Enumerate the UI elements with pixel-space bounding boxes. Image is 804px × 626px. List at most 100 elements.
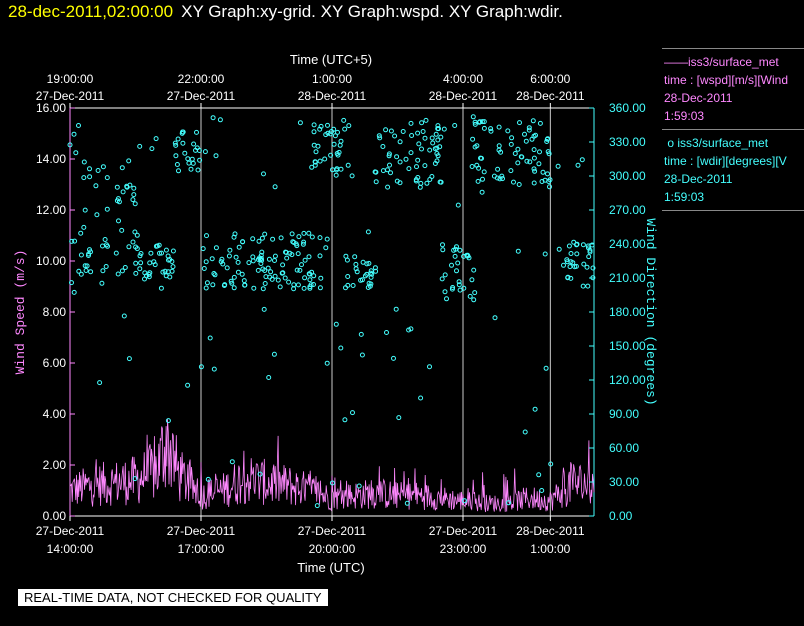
wdir-point xyxy=(179,130,185,136)
wdir-point xyxy=(185,156,191,162)
wdir-point xyxy=(532,168,538,174)
wdir-point xyxy=(580,283,586,289)
wdir-point xyxy=(479,189,485,195)
wdir-point xyxy=(414,164,419,170)
right-tick-label: 210.00 xyxy=(609,271,646,285)
wdir-point xyxy=(88,269,94,275)
wdir-point xyxy=(373,179,379,185)
axes: 0.00 2.00 4.00 6.00 8.00 10.00 12.00 14.00 16.00… xyxy=(36,72,646,556)
header-graph-list: XY Graph:xy-grid. XY Graph:wspd. XY Grap… xyxy=(181,2,563,21)
wdir-point xyxy=(294,267,300,273)
top-tick-time: 22:00:00 xyxy=(178,72,225,86)
wdir-point xyxy=(353,261,359,267)
wdir-point xyxy=(545,171,550,177)
wdir-point xyxy=(207,335,213,341)
wdir-point xyxy=(190,160,196,166)
wdir-point xyxy=(100,164,106,170)
wdir-point xyxy=(567,264,573,270)
wdir-point xyxy=(434,151,440,156)
wdir-point xyxy=(452,253,458,259)
wdir-point xyxy=(217,117,223,123)
wdir-point xyxy=(182,150,188,156)
wdir-point xyxy=(432,146,438,152)
wdir-point xyxy=(231,285,237,291)
left-tick-label: 14.00 xyxy=(36,152,66,166)
wdir-point xyxy=(403,156,409,162)
wdir-point xyxy=(81,175,87,181)
wdir-point xyxy=(496,143,502,149)
wdir-point xyxy=(333,172,339,178)
top-tick-time: 1:00:00 xyxy=(312,72,352,86)
wdir-point xyxy=(69,280,74,286)
wdir-point xyxy=(176,168,181,174)
wdir-point xyxy=(546,151,552,157)
wdir-point xyxy=(295,282,301,288)
wdir-point xyxy=(126,244,132,250)
wdir-point xyxy=(455,202,461,208)
right-tick-label: 90.00 xyxy=(609,407,639,421)
wdir-point xyxy=(235,259,241,265)
wdir-point xyxy=(585,283,591,289)
wdir-point xyxy=(132,201,138,207)
wdir-point xyxy=(309,164,315,170)
wdir-point xyxy=(346,123,352,129)
top-tick-time: 19:00:00 xyxy=(47,72,94,86)
wdir-point xyxy=(517,120,522,126)
wdir-point xyxy=(255,257,261,262)
wdir-point xyxy=(385,184,391,190)
wdir-point xyxy=(480,176,485,182)
wdir-point xyxy=(142,270,148,276)
wdir-point xyxy=(93,183,99,189)
wdir-point xyxy=(323,245,329,251)
wdir-point xyxy=(147,270,153,276)
wdir-point xyxy=(587,249,593,255)
wdir-point xyxy=(544,139,550,144)
wdir-point xyxy=(286,279,292,285)
wdir-point xyxy=(422,163,428,169)
wdir-point xyxy=(294,243,300,249)
wdir-point xyxy=(311,282,316,287)
wdir-point xyxy=(104,206,110,212)
wdir-point xyxy=(454,244,459,250)
wdir-point xyxy=(393,306,399,312)
wdir-point xyxy=(566,243,572,249)
wdir-point xyxy=(157,250,162,256)
wdir-point xyxy=(369,271,375,277)
wdir-point xyxy=(261,171,266,177)
wdir-point xyxy=(531,166,537,172)
wdir-point xyxy=(469,164,475,169)
wdir-point xyxy=(260,286,266,292)
wdir-point xyxy=(424,180,430,186)
wdir-point xyxy=(115,271,121,277)
wdir-point xyxy=(515,248,521,254)
wdir-point xyxy=(163,247,169,253)
wdir-point xyxy=(280,262,286,268)
wdir-point xyxy=(415,130,421,136)
wdir-point xyxy=(268,269,274,275)
wdir-point xyxy=(505,128,511,134)
wdir-point xyxy=(352,254,358,260)
wdir-point xyxy=(537,120,543,126)
wdir-point xyxy=(394,154,400,160)
legend-wspd-name: iss3/surface_met xyxy=(688,55,779,69)
wdir-point xyxy=(388,128,394,134)
wdir-point xyxy=(250,236,256,242)
wdir-point xyxy=(82,207,88,213)
wdir-point xyxy=(258,256,264,261)
wdir-point xyxy=(568,259,574,265)
wdir-point xyxy=(203,285,209,291)
wdir-point xyxy=(250,258,256,264)
wdir-point xyxy=(84,263,90,269)
wdir-point xyxy=(526,125,532,131)
wdir-point xyxy=(227,247,233,253)
wdir-point xyxy=(338,345,344,351)
wdir-point xyxy=(130,239,136,245)
wdir-point xyxy=(148,250,154,256)
left-tick-label: 12.00 xyxy=(36,203,66,217)
wdir-point xyxy=(335,129,340,135)
wdir-point xyxy=(334,151,340,156)
wdir-point xyxy=(522,131,527,137)
wdir-point xyxy=(470,114,476,120)
wdir-point xyxy=(153,136,159,142)
wdir-point xyxy=(500,176,505,182)
